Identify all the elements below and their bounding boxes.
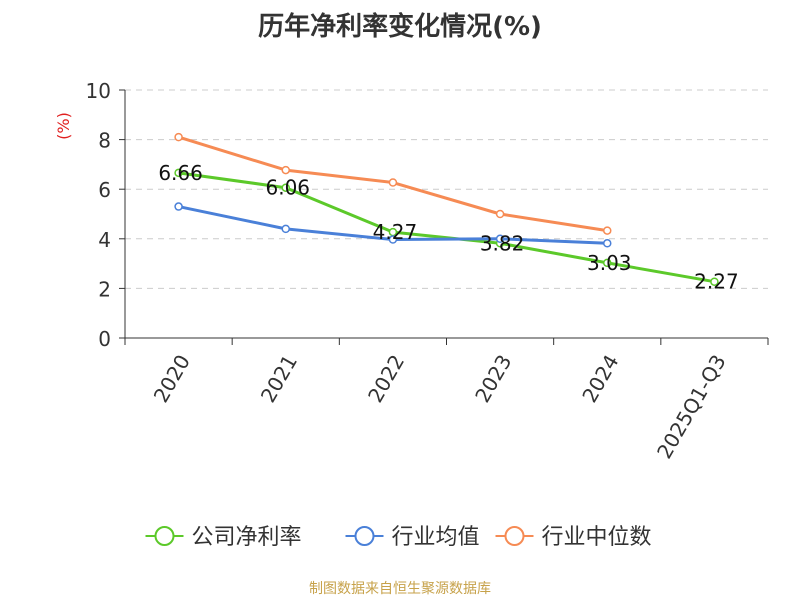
y-tick-label: 10 bbox=[86, 79, 111, 103]
data-point bbox=[174, 168, 183, 178]
legend-item[interactable]: 公司净利率 bbox=[145, 525, 302, 550]
data-point bbox=[281, 224, 290, 234]
legend-item[interactable]: 行业中位数 bbox=[495, 525, 652, 550]
data-point bbox=[281, 165, 290, 175]
data-source-note: 制图数据来自恒生聚源数据库 bbox=[309, 581, 491, 597]
data-point bbox=[388, 235, 398, 244]
y-axis-label: (%) bbox=[54, 112, 73, 140]
x-tick-label: 2023 bbox=[470, 351, 516, 407]
data-point bbox=[174, 132, 183, 142]
data-label: 3.82 bbox=[480, 231, 525, 255]
x-tick-label: 2020 bbox=[149, 351, 195, 407]
legend-marker bbox=[154, 526, 175, 546]
y-tick-label: 4 bbox=[98, 228, 111, 252]
x-tick-label: 2022 bbox=[363, 351, 409, 407]
legend-marker bbox=[354, 526, 375, 546]
data-label: 6.66 bbox=[158, 161, 203, 185]
y-tick-label: 0 bbox=[98, 327, 111, 351]
legend-item[interactable]: 行业均值 bbox=[345, 525, 480, 550]
data-label: 4.27 bbox=[373, 220, 418, 244]
data-point bbox=[495, 234, 505, 244]
data-label: 6.06 bbox=[265, 176, 310, 200]
x-tick-label: 2025Q1-Q3 bbox=[652, 351, 731, 463]
x-tick-label: 2024 bbox=[577, 351, 623, 407]
y-tick-label: 8 bbox=[98, 129, 111, 153]
x-tick-label: 2021 bbox=[256, 351, 302, 407]
data-point bbox=[281, 183, 290, 192]
legend-marker bbox=[504, 526, 525, 546]
data-point bbox=[710, 277, 719, 286]
grid-lines bbox=[125, 89, 768, 289]
data-label: 3.03 bbox=[587, 251, 632, 275]
legend-label: 行业中位数 bbox=[542, 525, 652, 550]
y-tick-label: 6 bbox=[98, 178, 111, 202]
series-lines bbox=[174, 132, 719, 286]
chart-title: 历年净利率变化情况(%) bbox=[258, 12, 542, 42]
data-point bbox=[603, 226, 612, 235]
data-label: 2.27 bbox=[694, 270, 739, 294]
data-labels: 6.66 6.06 4.27 3.82 3.03 2.27 bbox=[158, 161, 738, 294]
data-point bbox=[603, 258, 612, 268]
data-point bbox=[174, 202, 183, 211]
data-point bbox=[495, 209, 505, 219]
legend-label: 公司净利率 bbox=[192, 525, 302, 550]
legend[interactable]: 公司净利率 行业均值 行业中位数 bbox=[145, 525, 652, 550]
data-point bbox=[603, 239, 612, 248]
data-point bbox=[388, 178, 398, 187]
y-tick-label: 2 bbox=[98, 277, 111, 301]
legend-label: 行业均值 bbox=[392, 525, 480, 550]
